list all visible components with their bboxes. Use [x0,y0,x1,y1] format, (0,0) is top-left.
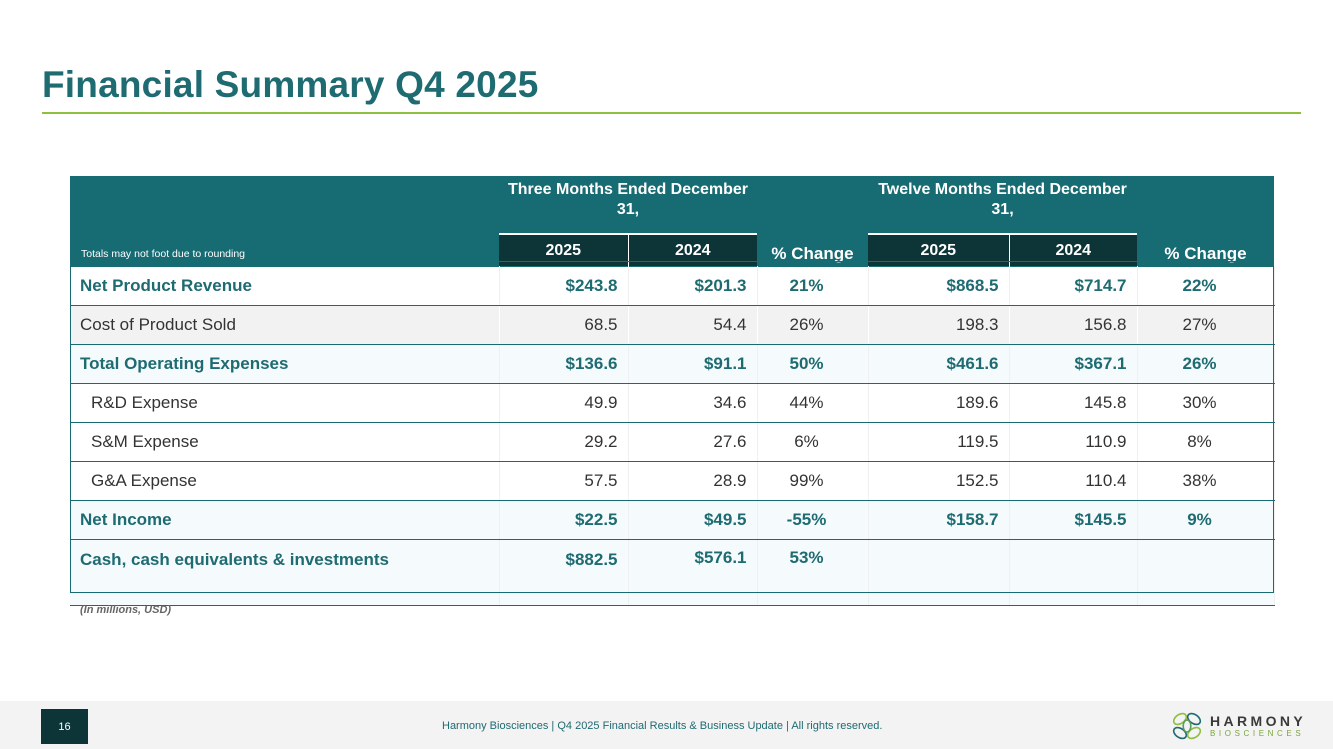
row-label: R&D Expense [70,383,500,423]
footer-copyright: Harmony Biosciences | Q4 2025 Financial … [442,720,883,732]
company-logo: HARMONY BIOSCIENCES [1168,707,1306,745]
cell-q-change: 6% [757,422,869,462]
table-row: Cash, cash equivalents & investments $88… [70,539,1275,606]
table-row: S&M Expense 29.2 27.6 6% 119.5 110.9 8% [70,422,1275,462]
row-label: Cash, cash equivalents & investments [70,539,500,606]
logo-name: HARMONY [1210,713,1307,729]
cell-q-2025: 57.5 [499,461,629,501]
cell-y-change: 22% [1137,266,1275,306]
cell-y-2025: 152.5 [868,461,1010,501]
cell-y-change: 26% [1137,344,1275,384]
header-y-2024: 2024 [1009,233,1138,267]
cell-y-change: 30% [1137,383,1275,423]
cell-q-2024: $49.5 [628,500,758,540]
cell-q-2025: $136.6 [499,344,629,384]
financial-summary-table: Totals may not foot due to rounding Thre… [70,176,1275,606]
cell-q-change: 44% [757,383,869,423]
row-label: Cost of Product Sold [70,305,500,345]
page-number: 16 [41,709,88,744]
cell-q-2025: $22.5 [499,500,629,540]
cell-q-change: 50% [757,344,869,384]
header-q-2025: 2025 [499,233,629,267]
table-row: Net Product Revenue $243.8 $201.3 21% $8… [70,266,1275,306]
cell-y-change: 9% [1137,500,1275,540]
header-pct-change-quarter: % Change [757,176,869,267]
footer-bar: 16 Harmony Biosciences | Q4 2025 Financi… [0,701,1333,749]
cell-q-2025: $243.8 [499,266,629,306]
cell-y-2025: 119.5 [868,422,1010,462]
page-title: Financial Summary Q4 2025 [42,64,539,105]
header-q-2024: 2024 [628,233,758,267]
row-label: Total Operating Expenses [70,344,500,384]
rounding-note: Totals may not foot due to rounding [70,176,499,267]
table-row: R&D Expense 49.9 34.6 44% 189.6 145.8 30… [70,383,1275,423]
cell-q-change: 53% [757,539,869,606]
cell-q-2025: 68.5 [499,305,629,345]
cell-q-2024: 54.4 [628,305,758,345]
cell-y-2024: $367.1 [1009,344,1138,384]
table-row: Cost of Product Sold 68.5 54.4 26% 198.3… [70,305,1275,345]
cell-y-2024: $145.5 [1009,500,1138,540]
header-y-2025: 2025 [868,233,1010,267]
row-label: Net Product Revenue [70,266,500,306]
cell-q-2024: 34.6 [628,383,758,423]
cell-y-2025 [868,539,1010,606]
cell-q-2025: $882.5 [499,539,629,606]
header-pct-change-year: % Change [1137,176,1275,267]
cell-q-change: 21% [757,266,869,306]
row-label: S&M Expense [70,422,500,462]
cell-q-2025: 49.9 [499,383,629,423]
cell-y-2025: $158.7 [868,500,1010,540]
table-row: Total Operating Expenses $136.6 $91.1 50… [70,344,1275,384]
cell-y-2024: $714.7 [1009,266,1138,306]
cell-q-2024: $91.1 [628,344,758,384]
cell-q-2024: $576.1 [628,539,758,606]
header-three-months: Three Months Ended December 31, [499,176,758,234]
cell-q-2025: 29.2 [499,422,629,462]
cell-y-2025: $868.5 [868,266,1010,306]
cell-q-change: 99% [757,461,869,501]
cell-q-2024: 27.6 [628,422,758,462]
harmony-leaf-icon [1172,712,1202,740]
header-twelve-months: Twelve Months Ended December 31, [868,176,1138,234]
cell-y-2025: 198.3 [868,305,1010,345]
cell-q-2024: $201.3 [628,266,758,306]
logo-subtitle: BIOSCIENCES [1210,729,1305,738]
row-label: Net Income [70,500,500,540]
cell-y-2024: 145.8 [1009,383,1138,423]
cell-q-change: 26% [757,305,869,345]
cell-y-2024: 110.9 [1009,422,1138,462]
cell-y-2025: $461.6 [868,344,1010,384]
table-row: Net Income $22.5 $49.5 -55% $158.7 $145.… [70,500,1275,540]
cell-y-2024 [1009,539,1138,606]
units-note: (In millions, USD) [80,604,172,616]
table-row: G&A Expense 57.5 28.9 99% 152.5 110.4 38… [70,461,1275,501]
row-label: G&A Expense [70,461,500,501]
cell-y-change: 38% [1137,461,1275,501]
cell-y-2025: 189.6 [868,383,1010,423]
title-divider [42,112,1301,114]
cell-y-change: 8% [1137,422,1275,462]
cell-y-change: 27% [1137,305,1275,345]
cell-y-2024: 156.8 [1009,305,1138,345]
cell-y-change [1137,539,1275,606]
cell-q-change: -55% [757,500,869,540]
cell-y-2024: 110.4 [1009,461,1138,501]
cell-q-2024: 28.9 [628,461,758,501]
